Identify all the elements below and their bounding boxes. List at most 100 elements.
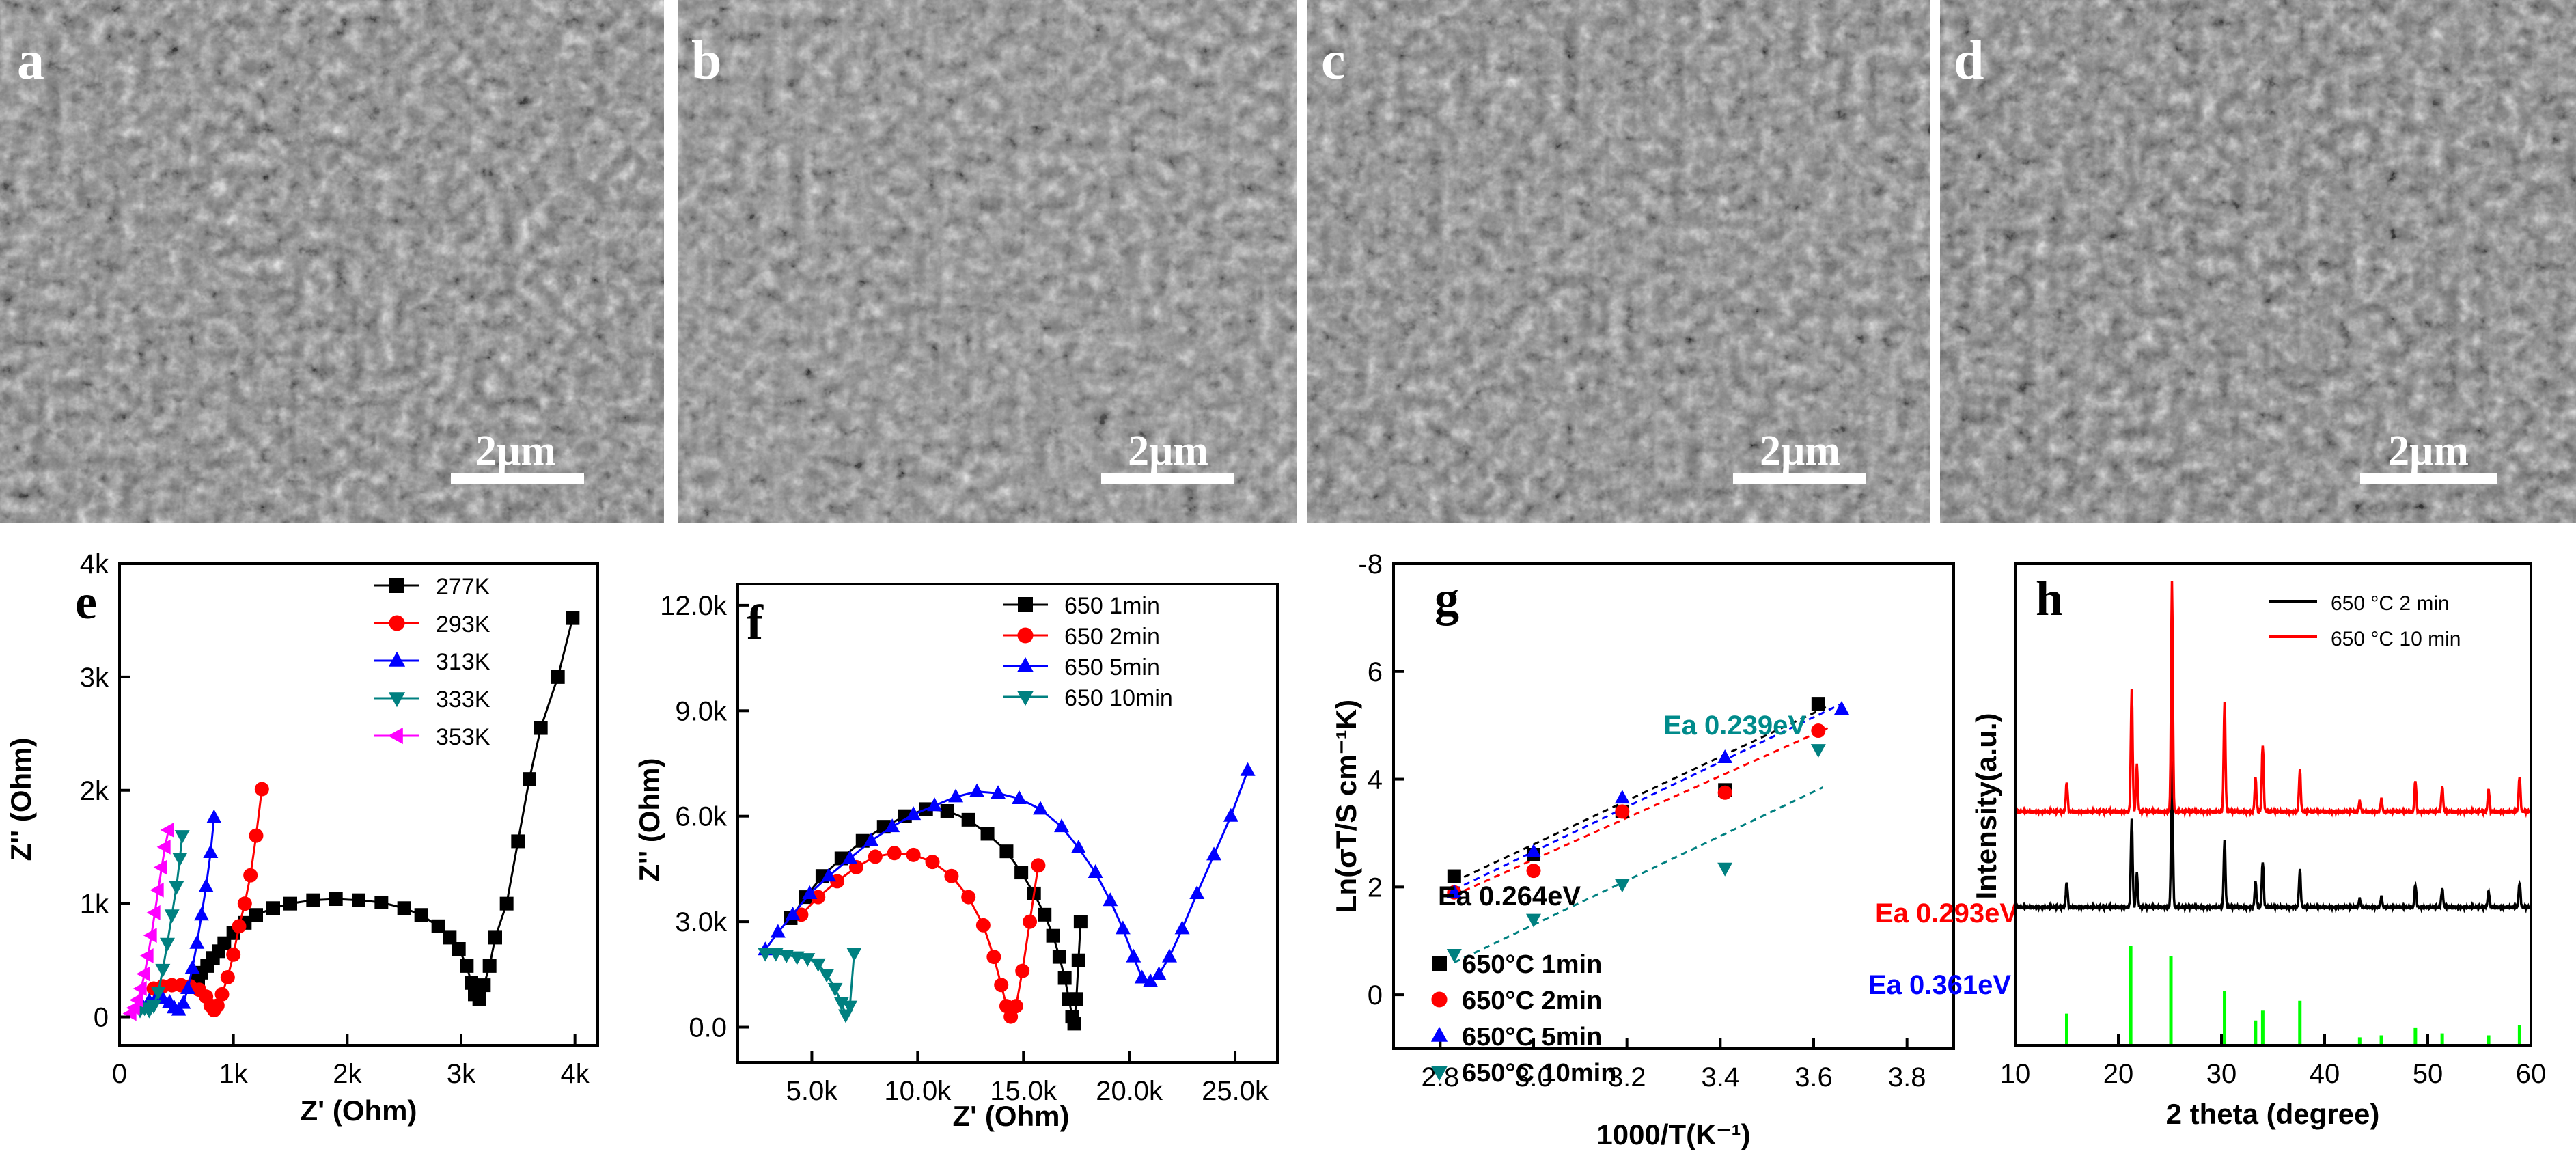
data-point xyxy=(1614,790,1630,804)
legend-label: 650 °C 2 min xyxy=(2331,592,2450,615)
data-point xyxy=(266,901,280,915)
y-axis-label: Z'' (Ohm) xyxy=(633,758,665,882)
x-tick-label: 3.0 xyxy=(1514,1062,1553,1092)
x-tick-label: 3.6 xyxy=(1795,1062,1833,1092)
x-axis-label: 1000/T(K⁻¹) xyxy=(1596,1118,1750,1150)
data-point xyxy=(1717,862,1733,877)
data-point xyxy=(237,896,252,911)
xrd-pattern-2min xyxy=(2014,761,2532,914)
data-point xyxy=(511,834,525,849)
x-tick-label: 50 xyxy=(2413,1059,2443,1089)
data-point xyxy=(1446,948,1462,963)
data-point xyxy=(887,846,902,861)
data-point xyxy=(980,827,995,841)
data-point xyxy=(129,992,143,1008)
legend-label: 650°C 1min xyxy=(1462,950,1602,979)
sem-letter-b: b xyxy=(691,31,722,91)
legend-label: 650°C 2min xyxy=(1462,987,1602,1015)
data-point xyxy=(189,935,205,949)
data-point xyxy=(232,919,247,934)
data-point xyxy=(927,797,943,812)
data-point xyxy=(1008,999,1023,1014)
data-point xyxy=(800,953,816,967)
activation-energy-label: Ea 0.361eV xyxy=(1868,970,2011,1000)
fit-line xyxy=(1454,786,1824,964)
x-tick-label: 0 xyxy=(112,1059,127,1089)
sem-image-b xyxy=(678,0,1297,523)
legend-label: 353K xyxy=(436,724,490,750)
data-point xyxy=(758,948,773,962)
data-point xyxy=(789,951,805,965)
data-point xyxy=(1012,790,1027,804)
data-point xyxy=(1614,879,1630,893)
sem-letter-d: d xyxy=(1954,31,1984,91)
data-point xyxy=(194,907,209,921)
data-point xyxy=(885,818,900,833)
y-tick-label: 2 xyxy=(1368,872,1383,902)
x-tick-label: 4k xyxy=(561,1059,590,1089)
data-point xyxy=(133,981,147,997)
legend-marker xyxy=(1432,956,1447,971)
data-point xyxy=(1717,749,1733,763)
data-point xyxy=(975,918,991,933)
activation-energy-label: Ea 0.239eV xyxy=(1663,711,1806,741)
x-tick-label: 15.0k xyxy=(990,1076,1057,1106)
data-point xyxy=(842,850,858,864)
data-point xyxy=(1073,915,1088,929)
sem-image-c xyxy=(1307,0,1930,523)
data-point xyxy=(811,890,826,905)
scale-bar-a xyxy=(451,473,584,484)
series-line xyxy=(197,618,574,1001)
y-axis-label: Ln(σT/S cm⁻¹K) xyxy=(1330,700,1362,913)
data-point xyxy=(1015,963,1030,978)
data-point xyxy=(499,896,514,911)
legend-label: 277K xyxy=(436,574,490,600)
data-point xyxy=(1189,885,1205,899)
y-axis-label: Intensity(a.u.) xyxy=(1970,713,2002,899)
sem-image-a xyxy=(0,0,664,523)
x-tick-label: 10.0k xyxy=(884,1076,952,1106)
plot-frame-e xyxy=(118,562,599,1047)
data-point xyxy=(833,997,849,1011)
data-point xyxy=(184,960,200,974)
y-tick-label: 3k xyxy=(80,663,109,693)
data-point xyxy=(819,969,835,983)
legend-label: 650 °C 10 min xyxy=(2331,628,2461,650)
y-tick-label: 9.0k xyxy=(675,696,728,726)
data-point xyxy=(1174,920,1190,935)
activation-energy-label: Ea 0.264eV xyxy=(1438,881,1581,911)
data-point xyxy=(986,950,1001,965)
data-point xyxy=(779,950,794,964)
data-point xyxy=(566,611,580,625)
data-point xyxy=(431,919,445,933)
data-point xyxy=(1206,846,1222,861)
data-point xyxy=(1615,804,1630,819)
x-axis-label: Z' (Ohm) xyxy=(953,1100,1070,1132)
legend-marker xyxy=(388,692,406,708)
data-point xyxy=(155,963,171,978)
data-point xyxy=(174,830,190,844)
x-tick-label: 40 xyxy=(2310,1059,2340,1089)
x-axis-label: Z' (Ohm) xyxy=(301,1094,417,1127)
data-point xyxy=(1526,913,1541,928)
legend-label: 650°C 5min xyxy=(1462,1023,1602,1051)
y-tick-label: 3.0k xyxy=(675,907,728,937)
data-point xyxy=(1834,701,1849,715)
data-point xyxy=(846,948,862,962)
data-point xyxy=(906,806,922,821)
y-tick-label: 4 xyxy=(1368,765,1383,795)
legend-label: 313K xyxy=(436,649,490,675)
data-point xyxy=(961,890,976,905)
x-tick-label: 25.0k xyxy=(1202,1076,1269,1106)
data-point xyxy=(1033,801,1049,815)
scale-bar-c xyxy=(1733,473,1866,484)
x-tick-label: 3.4 xyxy=(1702,1062,1740,1092)
data-point xyxy=(1126,948,1141,963)
data-point xyxy=(1046,928,1060,943)
y-tick-label: 12.0k xyxy=(660,591,728,621)
data-point xyxy=(534,721,548,735)
x-tick-label: 3k xyxy=(447,1059,476,1089)
data-point xyxy=(472,991,486,1006)
scale-bar-label-a: 2μm xyxy=(475,428,556,474)
scale-bar-label-d: 2μm xyxy=(2388,428,2469,474)
